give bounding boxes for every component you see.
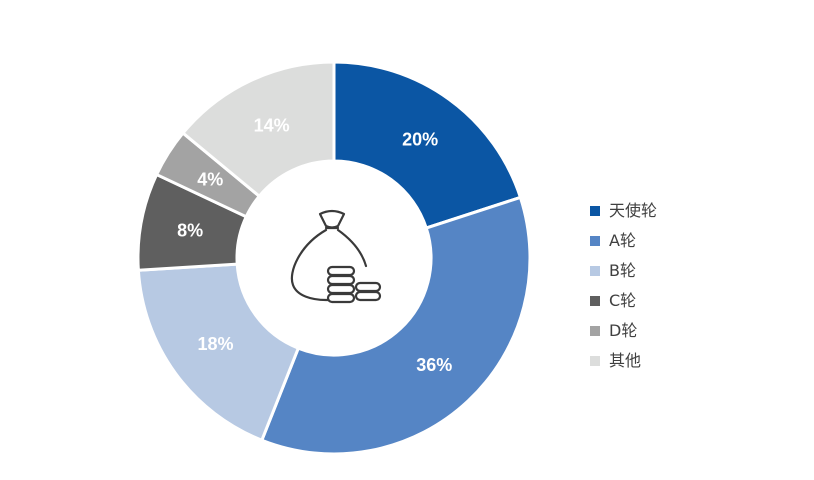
- slice-2: [259, 195, 532, 456]
- legend-item: B轮: [590, 256, 657, 286]
- slice-label-4: 8%: [177, 221, 203, 241]
- legend-label: C轮: [609, 291, 637, 310]
- slice-6: [180, 60, 336, 199]
- legend-swatch: [590, 266, 600, 276]
- slice-label-1: 20%: [402, 129, 438, 149]
- legend-swatch: [590, 326, 600, 336]
- money-bag-icon: [290, 209, 382, 304]
- chart-legend: 天使轮 A轮 B轮 C轮 D轮其他: [590, 196, 657, 376]
- slice-label-5: 4%: [197, 170, 223, 190]
- slice-label-3: 18%: [197, 334, 233, 354]
- slice-3: [136, 262, 301, 443]
- legend-swatch: [590, 296, 600, 306]
- legend-item: D轮: [590, 316, 657, 346]
- legend-item: A轮: [590, 226, 657, 256]
- legend-label: D轮: [609, 321, 638, 340]
- legend-swatch: [590, 356, 600, 366]
- slice-label-6: 14%: [254, 115, 290, 135]
- legend-swatch: [590, 206, 600, 216]
- slice-label-2: 36%: [416, 355, 452, 375]
- legend-label: 天使轮: [609, 201, 658, 220]
- slice-1: [332, 60, 523, 230]
- legend-swatch: [590, 236, 600, 246]
- legend-item: C轮: [590, 286, 657, 316]
- legend-item: 其他: [590, 346, 657, 376]
- legend-item: 天使轮: [590, 196, 657, 226]
- legend-label: B轮: [609, 261, 636, 280]
- legend-label: 其他: [609, 351, 642, 370]
- legend-label: A轮: [609, 231, 636, 250]
